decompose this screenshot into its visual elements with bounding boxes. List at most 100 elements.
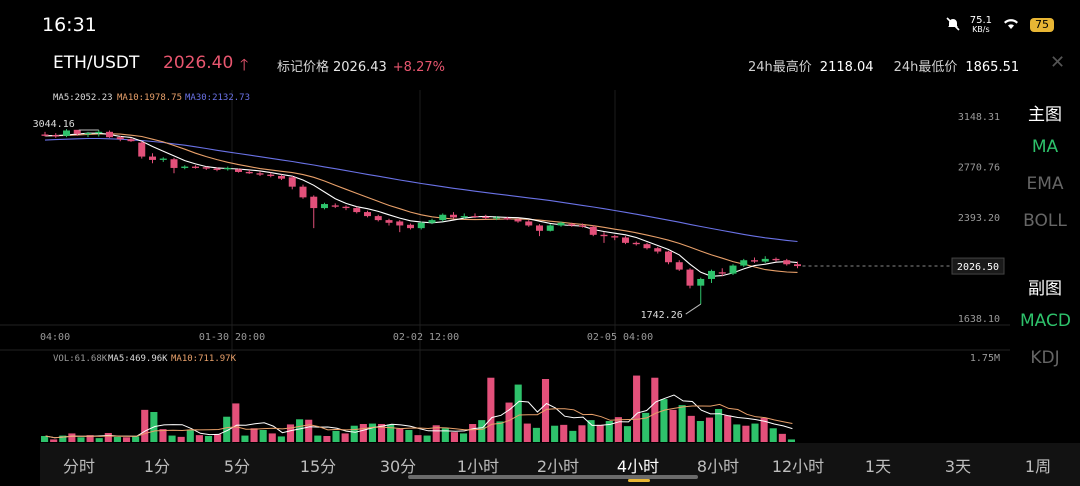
candle-body — [622, 237, 629, 243]
tab-11[interactable]: 3天 — [944, 457, 972, 476]
tab-0[interactable]: 分时 — [62, 457, 96, 476]
status-icons: 75.1 KB/s 75 — [946, 16, 1054, 34]
candle-body — [536, 225, 543, 231]
mark-price-label: 标记价格 — [277, 60, 330, 75]
candle-body — [600, 234, 608, 237]
volume-bar — [623, 426, 632, 442]
tab-9[interactable]: 12小时 — [771, 457, 825, 476]
volume-bar — [359, 424, 367, 442]
mark-price-value: 2026.43 — [333, 60, 387, 75]
volume-bar — [669, 409, 677, 442]
candle-body — [428, 220, 436, 223]
volume-bar — [104, 433, 112, 442]
volume-bar — [232, 403, 240, 442]
candle-body — [450, 214, 457, 218]
network-speed: 75.1 KB/s — [970, 16, 992, 35]
volume-bar — [733, 424, 741, 442]
current-price-tag — [951, 257, 1005, 275]
low-label: 24h最低价 — [893, 60, 958, 75]
volume-bar — [687, 415, 695, 442]
volume-bar — [177, 436, 185, 442]
volume-bar — [186, 429, 194, 442]
tab-6[interactable]: 2小时 — [536, 457, 580, 476]
volume-bar — [378, 424, 386, 442]
candle-body — [310, 196, 318, 209]
current-price-label: 2026.50 — [957, 262, 999, 273]
candle-body — [686, 269, 694, 286]
candle-body — [95, 131, 103, 134]
candle-body — [192, 166, 199, 168]
main-chart-label: 主图 — [1028, 105, 1062, 125]
tab-2[interactable]: 5分 — [223, 457, 251, 476]
volume-bar — [787, 439, 795, 442]
tab-3[interactable]: 15分 — [299, 457, 337, 476]
high-marker-label: 3044.16 — [33, 119, 75, 130]
indicator-boll[interactable]: BOLL — [1023, 211, 1067, 231]
volume-bar — [651, 377, 659, 442]
candle-body — [654, 248, 662, 252]
volume-bar — [478, 420, 486, 442]
volume-bar — [569, 430, 577, 442]
scroll-handle[interactable] — [408, 475, 698, 479]
close-icon[interactable]: ✕ — [1050, 52, 1066, 73]
time-tick: 01-30 20:00 — [199, 332, 265, 343]
candle-body — [708, 270, 715, 279]
volume-bar — [132, 436, 140, 442]
price-tick: 3148.31 — [958, 112, 1000, 123]
tab-8[interactable]: 8小时 — [696, 457, 740, 476]
volume-bar — [95, 438, 103, 442]
volume-bar — [514, 384, 522, 442]
high-low-group: 24h最高价 2118.04 24h最低价 1865.51 — [748, 56, 1019, 75]
volume-bar — [696, 421, 704, 442]
price-tick: 2393.20 — [958, 213, 1000, 224]
wifi-icon — [1002, 17, 1020, 33]
ma10-legend: MA10:1978.75 — [117, 93, 182, 103]
candle-body — [353, 208, 361, 213]
candle-body — [127, 139, 135, 142]
volume-legend: VOL:61.68K MA5:469.96K MA10:711.97K — [53, 354, 237, 364]
volume-bar — [332, 430, 340, 442]
indicator-kdj[interactable]: KDJ — [1030, 348, 1060, 368]
volume-bar — [469, 424, 477, 442]
tab-10[interactable]: 1天 — [864, 457, 892, 476]
candle-body — [84, 133, 92, 135]
volume-bar — [195, 435, 203, 442]
volume-bar — [523, 423, 531, 442]
change-percent: +8.27% — [392, 60, 445, 75]
indicator-macd[interactable]: MACD — [1020, 311, 1071, 331]
volume-bar — [305, 419, 313, 442]
tab-7[interactable]: 4小时 — [616, 457, 660, 476]
volume-bar — [350, 425, 358, 442]
time-tick: 02-02 12:00 — [393, 332, 459, 343]
tab-5[interactable]: 1小时 — [456, 457, 500, 476]
volume-bar — [414, 435, 422, 442]
indicator-ema[interactable]: EMA — [1026, 174, 1064, 194]
indicator-ma[interactable]: MA — [1031, 137, 1059, 157]
tab-1[interactable]: 1分 — [143, 457, 171, 476]
candle-body — [267, 174, 275, 176]
mute-icon — [946, 16, 960, 34]
volume-bar — [751, 423, 759, 442]
pair-title[interactable]: ETH/USDT — [53, 53, 140, 73]
candle-body — [181, 166, 189, 168]
volume-bar — [560, 424, 568, 442]
chart-grid — [0, 90, 1010, 445]
kline-chart[interactable]: MA5:2052.23 MA10:1978.75 MA30:2132.73 20… — [0, 80, 1010, 445]
volume-bar — [742, 425, 750, 442]
volume-bar — [314, 435, 322, 442]
volume-ma10-line — [45, 403, 793, 439]
candle-body — [202, 167, 210, 169]
price-axis: 3148.31 2770.76 2393.20 1638.10 — [958, 112, 1000, 325]
candle-body — [331, 205, 339, 207]
annotations: 2026.50 3044.16 1742.26 — [33, 119, 1005, 321]
ma10-line — [44, 133, 798, 273]
tab-4[interactable]: 30分 — [379, 457, 417, 476]
tab-12[interactable]: 1周 — [1024, 457, 1052, 476]
ma-legend: MA5:2052.23 MA10:1978.75 MA30:2132.73 — [53, 93, 250, 103]
volume-bar — [487, 377, 495, 442]
candle-body — [525, 221, 533, 226]
low-value: 1865.51 — [965, 60, 1020, 75]
high-value: 2118.04 — [819, 60, 874, 75]
candle-body — [364, 212, 371, 217]
volume-bar — [387, 424, 395, 442]
